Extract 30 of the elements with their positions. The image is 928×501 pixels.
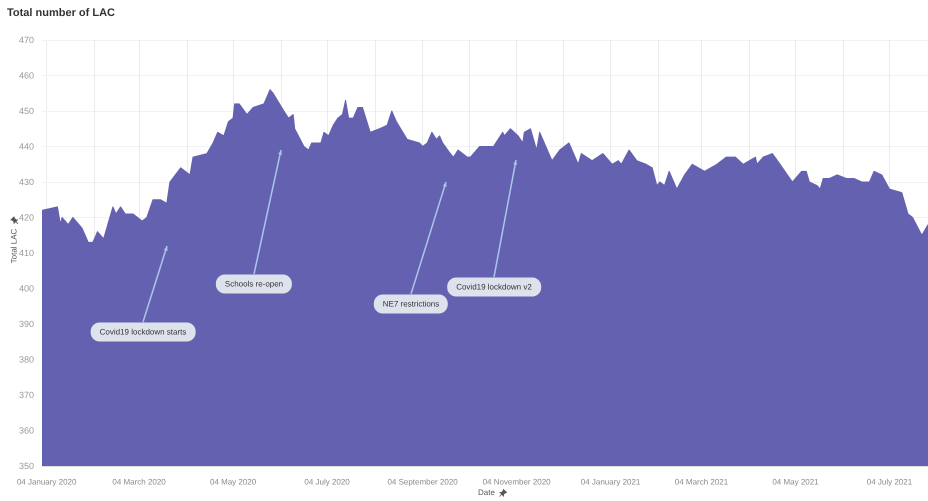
y-tick-label: 470 xyxy=(18,35,34,45)
annotation: Schools re-open xyxy=(216,274,292,294)
y-tick-label: 410 xyxy=(18,248,34,258)
y-tick-label: 440 xyxy=(18,142,34,152)
y-tick-label: 360 xyxy=(18,426,34,436)
x-tick-label: 04 May 2020 xyxy=(210,478,257,486)
y-tick-label: 350 xyxy=(18,461,34,471)
x-tick-label: 04 November 2020 xyxy=(482,478,552,486)
y-tick-label: 390 xyxy=(18,319,34,329)
y-axis-title: Total LAC xyxy=(10,228,18,264)
y-tick-label: 460 xyxy=(18,70,34,80)
x-tick-label: 04 May 2021 xyxy=(772,478,820,486)
x-axis-title: Date xyxy=(478,488,495,497)
x-tick-label: 04 July 2020 xyxy=(304,478,350,486)
x-tick-label: 04 March 2020 xyxy=(112,478,166,486)
annotation: NE7 restrictions xyxy=(374,294,448,314)
x-tick-label: 04 January 2020 xyxy=(16,478,77,486)
y-tick-label: 400 xyxy=(18,284,34,294)
annotation: Covid19 lockdown starts xyxy=(90,322,196,342)
y-tick-label: 420 xyxy=(18,212,34,222)
x-tick-label: 04 September 2020 xyxy=(387,478,458,486)
chart-title: Total number of LAC xyxy=(7,7,115,19)
x-tick-label: 04 January 2021 xyxy=(580,478,641,486)
y-tick-label: 430 xyxy=(18,177,34,187)
y-tick-label: 370 xyxy=(18,390,34,400)
x-tick-label: 04 July 2021 xyxy=(866,478,913,486)
annotation: Covid19 lockdown v2 xyxy=(447,278,541,296)
y-tick-label: 380 xyxy=(18,354,34,364)
y-tick-label: 450 xyxy=(18,106,34,116)
x-tick-label: 04 March 2021 xyxy=(674,478,729,486)
